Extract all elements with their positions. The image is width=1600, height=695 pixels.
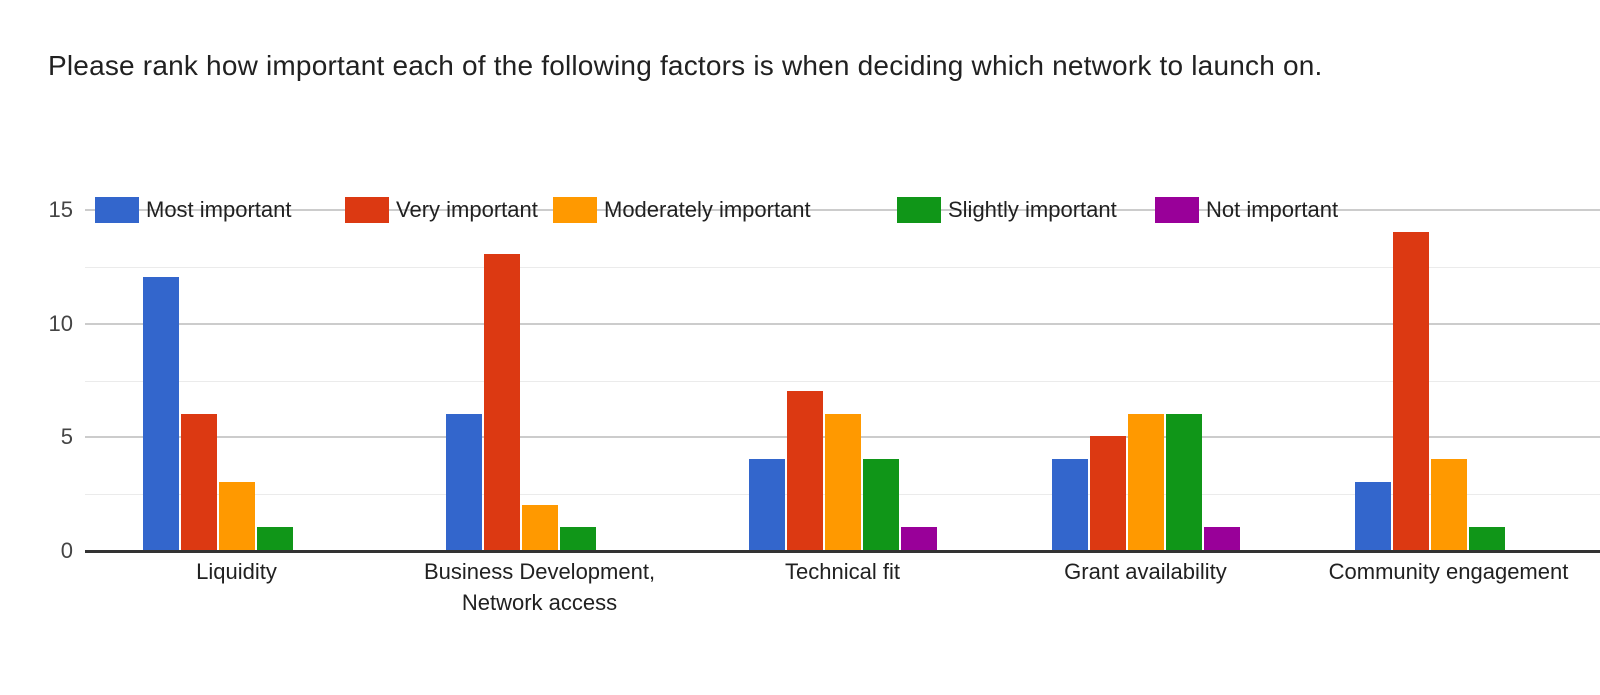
chart-title: Please rank how important each of the fo…	[48, 50, 1323, 81]
bar-liquidity-slightly-important	[256, 527, 293, 550]
bar-technical-fit-slightly-important	[862, 459, 899, 550]
gridline-10	[85, 322, 1600, 325]
legend-item-not-important: Not important	[1155, 196, 1338, 224]
bar-business-development-most-important	[445, 413, 482, 550]
plot-area	[85, 209, 1600, 551]
legend-item-most-important: Most important	[95, 196, 292, 224]
gridline-minor-7.5	[85, 380, 1600, 382]
legend-swatch-not-important	[1155, 197, 1199, 223]
bar-liquidity-moderately-important	[218, 481, 255, 550]
legend-swatch-very-important	[345, 197, 389, 223]
legend-label-moderately-important: Moderately important	[604, 197, 811, 222]
bar-technical-fit-most-important	[748, 459, 785, 550]
bar-liquidity-very-important	[180, 413, 217, 550]
bar-community-engagement-moderately-important	[1430, 459, 1467, 550]
x-axis-label-liquidity: Liquidity	[196, 559, 277, 584]
bar-technical-fit-very-important	[786, 390, 823, 550]
bar-business-development-very-important	[483, 254, 520, 550]
gridline-minor-12.5	[85, 266, 1600, 268]
bar-grant-availability-most-important	[1051, 459, 1088, 550]
legend-item-moderately-important: Moderately important	[553, 196, 811, 224]
y-axis-tick-10: 10	[48, 311, 73, 336]
x-axis-label-business-development: Business Development, Network access	[423, 559, 656, 615]
legend-item-slightly-important: Slightly important	[897, 196, 1117, 224]
bar-community-engagement-slightly-important	[1468, 527, 1505, 550]
y-axis-tick-5: 5	[60, 424, 73, 449]
bar-liquidity-most-important	[142, 277, 179, 550]
x-axis-label-technical-fit: Technical fit	[785, 559, 900, 584]
gridline-15	[85, 209, 1600, 211]
y-axis-tick-15: 15	[48, 197, 73, 222]
legend-label-slightly-important: Slightly important	[948, 197, 1117, 222]
bar-grant-availability-not-important	[1203, 527, 1240, 550]
bar-grant-availability-very-important	[1089, 436, 1126, 550]
legend-label-very-important: Very important	[396, 197, 538, 222]
bar-grant-availability-moderately-important	[1127, 413, 1164, 550]
legend-item-very-important: Very important	[345, 196, 538, 224]
bar-community-engagement-very-important	[1392, 231, 1429, 550]
legend-label-not-important: Not important	[1206, 197, 1339, 222]
bar-business-development-moderately-important	[521, 504, 558, 550]
legend-swatch-moderately-important	[553, 197, 597, 223]
x-axis-label-community-engagement: Community engagement	[1328, 559, 1569, 584]
y-axis-tick-0: 0	[60, 538, 73, 563]
legend-swatch-most-important	[95, 197, 139, 223]
bar-technical-fit-not-important	[900, 527, 937, 550]
x-axis-label-grant-availability: Grant availability	[1064, 559, 1227, 584]
bar-community-engagement-most-important	[1354, 481, 1391, 550]
bar-grant-availability-slightly-important	[1165, 413, 1202, 550]
bar-technical-fit-moderately-important	[824, 413, 861, 550]
legend-swatch-slightly-important	[897, 197, 941, 223]
legend-label-most-important: Most important	[146, 197, 292, 222]
bar-business-development-slightly-important	[559, 527, 596, 550]
x-axis-line	[85, 550, 1600, 553]
